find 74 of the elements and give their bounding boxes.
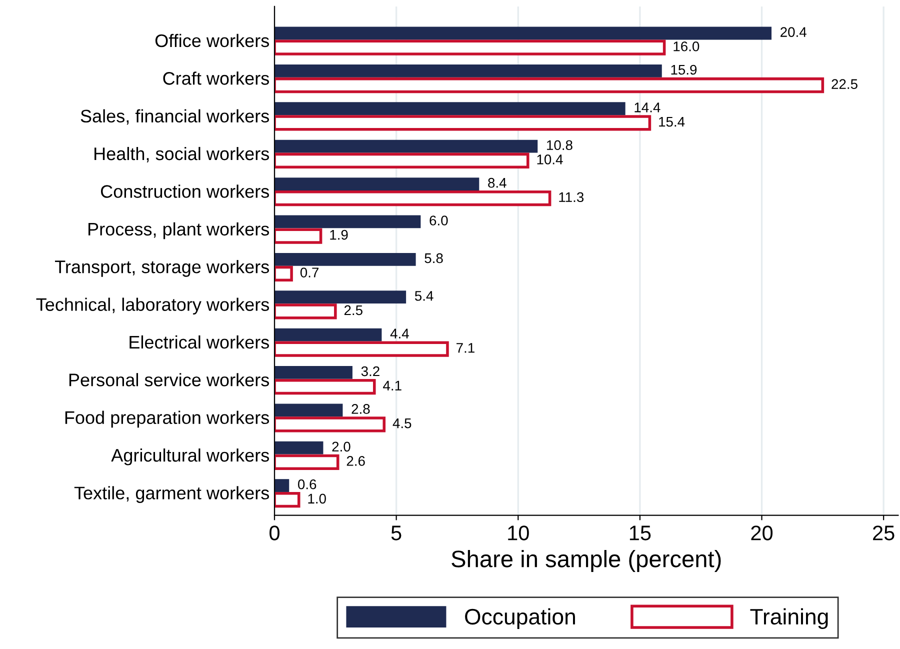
y-tick-label: Personal service workers: [69, 373, 269, 386]
bar: [274, 341, 449, 357]
x-tick-label: 25: [873, 526, 894, 540]
bar: [274, 228, 322, 244]
bar: [274, 40, 666, 56]
bar: [274, 416, 386, 432]
bar: [274, 492, 300, 508]
bar: [274, 266, 293, 282]
x-tick-label: 10: [508, 526, 529, 540]
data-label: 2.8: [352, 404, 370, 414]
bar: [274, 378, 376, 395]
bar: [274, 454, 340, 470]
data-label: 5.8: [424, 253, 443, 264]
data-label: 4.5: [392, 418, 412, 428]
data-label: 1.0: [308, 494, 326, 504]
data-label: 11.3: [559, 192, 584, 202]
bar: [274, 441, 324, 454]
data-label: 2.5: [344, 305, 362, 316]
data-label: 3.2: [361, 366, 380, 376]
data-label: 0.6: [298, 479, 316, 490]
data-label: 10.4: [537, 154, 563, 164]
y-tick-label: Construction workers: [100, 184, 269, 198]
bar: [274, 304, 337, 320]
data-label: 15.4: [659, 116, 685, 127]
bar: [274, 215, 421, 228]
y-tick-label: Office workers: [155, 34, 269, 48]
y-tick-label: Technical, laboratory workers: [36, 298, 270, 315]
data-label: 14.4: [634, 102, 660, 112]
data-label: 6.0: [430, 216, 448, 226]
legend-label: Training: [750, 608, 828, 629]
x-tick-label: 20: [751, 526, 773, 540]
bar: [274, 77, 824, 94]
bar: [274, 26, 772, 40]
bar: [274, 102, 626, 116]
x-tick-label: 5: [391, 526, 402, 540]
bar: [274, 115, 652, 131]
bar: [274, 252, 416, 266]
y-tick-label: Craft workers: [163, 72, 269, 85]
bar: [274, 190, 552, 206]
y-tick-label: Process, plant workers: [88, 222, 269, 240]
bar: [274, 64, 662, 78]
data-label: 4.4: [390, 328, 409, 338]
data-label: 15.9: [671, 64, 697, 75]
data-label: 2.6: [346, 456, 365, 466]
data-label: 8.4: [488, 178, 506, 188]
bar: [274, 152, 530, 168]
data-label: 10.8: [547, 140, 572, 150]
y-tick-label: Sales, financial workers: [80, 109, 269, 125]
legend-label: Occupation: [465, 608, 575, 629]
y-tick-label: Agricultural workers: [111, 448, 269, 466]
x-axis-title: Share in sample (percent): [452, 550, 721, 572]
x-tick-label: 15: [630, 526, 651, 540]
y-tick-label: Health, social workers: [94, 146, 269, 162]
bar: [274, 479, 290, 492]
bar: [274, 140, 538, 153]
data-label: 5.4: [414, 291, 434, 301]
data-label: 1.9: [330, 230, 348, 240]
data-label: 16.0: [674, 41, 700, 52]
x-tick-label: 0: [270, 526, 280, 540]
bar: [274, 178, 480, 190]
data-label: 22.5: [832, 79, 858, 89]
data-label: 7.1: [456, 343, 474, 353]
data-label: 20.4: [780, 27, 806, 37]
bar: [274, 404, 343, 417]
bar: [274, 290, 406, 304]
y-tick-label: Food preparation workers: [65, 410, 270, 428]
bar: [274, 366, 352, 379]
y-tick-label: Electrical workers: [130, 335, 269, 349]
data-label: 4.1: [383, 380, 402, 390]
data-label: 0.7: [300, 268, 318, 278]
y-tick-label: Transport, storage workers: [55, 260, 270, 277]
y-tick-label: Textile, garment workers: [74, 486, 269, 503]
data-label: 2.0: [332, 442, 350, 452]
bar: [274, 328, 382, 342]
